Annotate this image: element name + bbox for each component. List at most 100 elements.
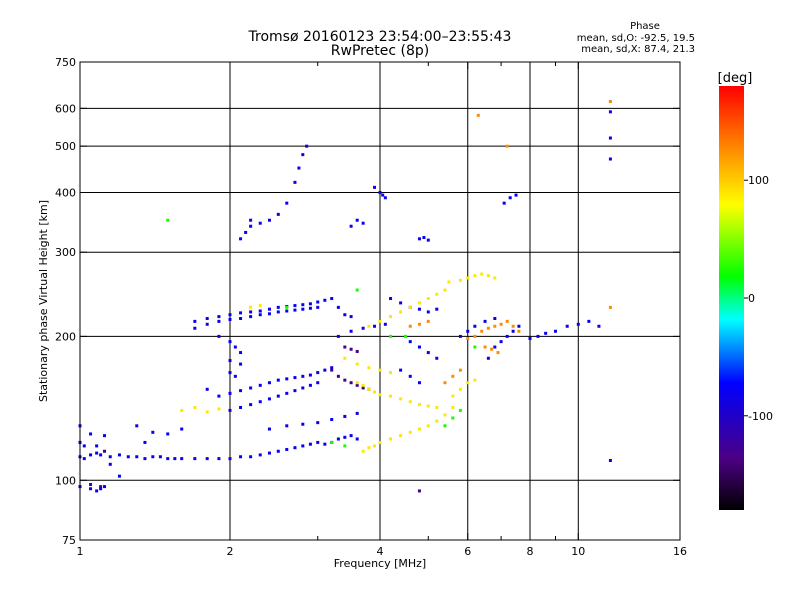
data-point — [276, 378, 280, 382]
data-point — [417, 301, 421, 305]
data-point — [293, 304, 297, 308]
data-point — [408, 340, 412, 344]
axis-ticks: 1 2 4 6 8 10 16 75 100 200 300 400 500 600 750 — [55, 56, 687, 558]
data-point — [301, 422, 305, 426]
data-point — [95, 489, 99, 493]
data-point — [508, 196, 512, 200]
x-tick-label: 1 — [77, 545, 84, 558]
data-point — [458, 387, 462, 391]
y-tick-label: 750 — [55, 56, 76, 69]
data-point — [205, 322, 209, 326]
data-point — [417, 307, 421, 311]
data-point — [443, 381, 447, 385]
data-point — [417, 403, 421, 407]
data-point — [608, 157, 612, 161]
data-point — [389, 371, 393, 375]
x-tick-label: 10 — [571, 545, 585, 558]
data-point — [89, 453, 93, 457]
data-point — [486, 356, 490, 360]
data-point — [135, 455, 139, 459]
data-point — [458, 334, 462, 338]
data-point — [151, 455, 155, 459]
data-point — [103, 485, 107, 489]
data-point — [435, 292, 439, 296]
data-point — [499, 322, 503, 326]
data-point — [276, 212, 280, 216]
data-point — [511, 329, 515, 333]
data-point — [316, 305, 320, 309]
x-axis-label: Frequency [MHz] — [334, 557, 426, 570]
data-point — [180, 457, 184, 461]
data-point — [349, 224, 353, 228]
x-tick-label: 6 — [464, 545, 471, 558]
data-point — [249, 224, 253, 228]
data-point — [316, 371, 320, 375]
data-point — [435, 356, 439, 360]
data-point — [308, 373, 312, 377]
data-point — [316, 440, 320, 444]
data-point — [473, 345, 477, 349]
data-point — [89, 432, 93, 436]
data-point — [443, 424, 447, 428]
data-point — [193, 405, 197, 409]
data-point — [499, 340, 503, 344]
data-point — [308, 383, 312, 387]
data-point — [493, 345, 497, 349]
data-point — [217, 315, 221, 319]
data-point — [343, 345, 347, 349]
data-point — [239, 316, 243, 320]
data-point — [336, 334, 340, 338]
data-point — [355, 437, 359, 441]
data-point — [244, 230, 248, 234]
data-point — [217, 334, 221, 338]
data-point — [239, 237, 243, 241]
data-point — [466, 381, 470, 385]
data-point — [239, 351, 243, 355]
data-point — [389, 394, 393, 398]
data-point — [483, 345, 487, 349]
data-point — [361, 386, 365, 390]
data-point — [536, 334, 540, 338]
data-point — [301, 307, 305, 311]
data-point — [426, 297, 430, 301]
data-point — [267, 451, 271, 455]
data-point — [285, 447, 289, 451]
data-point — [505, 144, 509, 148]
data-point — [285, 424, 289, 428]
data-point — [99, 453, 103, 457]
data-point — [373, 324, 377, 328]
data-point — [301, 444, 305, 448]
data-point — [258, 304, 262, 308]
y-tick-label: 600 — [55, 102, 76, 115]
data-point — [361, 449, 365, 453]
data-point — [126, 455, 130, 459]
data-point — [473, 274, 477, 278]
data-point — [367, 387, 371, 391]
data-point — [349, 315, 353, 319]
data-point — [565, 324, 569, 328]
data-point — [597, 324, 601, 328]
data-point — [301, 153, 305, 157]
data-point — [355, 411, 359, 415]
data-point — [95, 451, 99, 455]
data-point — [399, 301, 403, 305]
data-point — [493, 276, 497, 280]
data-point — [443, 288, 447, 292]
data-point — [426, 310, 430, 314]
x-tick-label: 4 — [377, 545, 384, 558]
data-point — [258, 383, 262, 387]
data-point — [426, 404, 430, 408]
data-point — [408, 324, 412, 328]
data-point — [267, 397, 271, 401]
x-tick-label: 16 — [673, 545, 687, 558]
data-point — [544, 331, 548, 335]
data-point — [217, 319, 221, 323]
data-point — [117, 474, 121, 478]
data-point — [466, 276, 470, 280]
data-point — [249, 455, 253, 459]
data-point — [502, 201, 506, 205]
data-point — [417, 489, 421, 493]
data-point — [553, 329, 557, 333]
data-point — [330, 418, 334, 422]
